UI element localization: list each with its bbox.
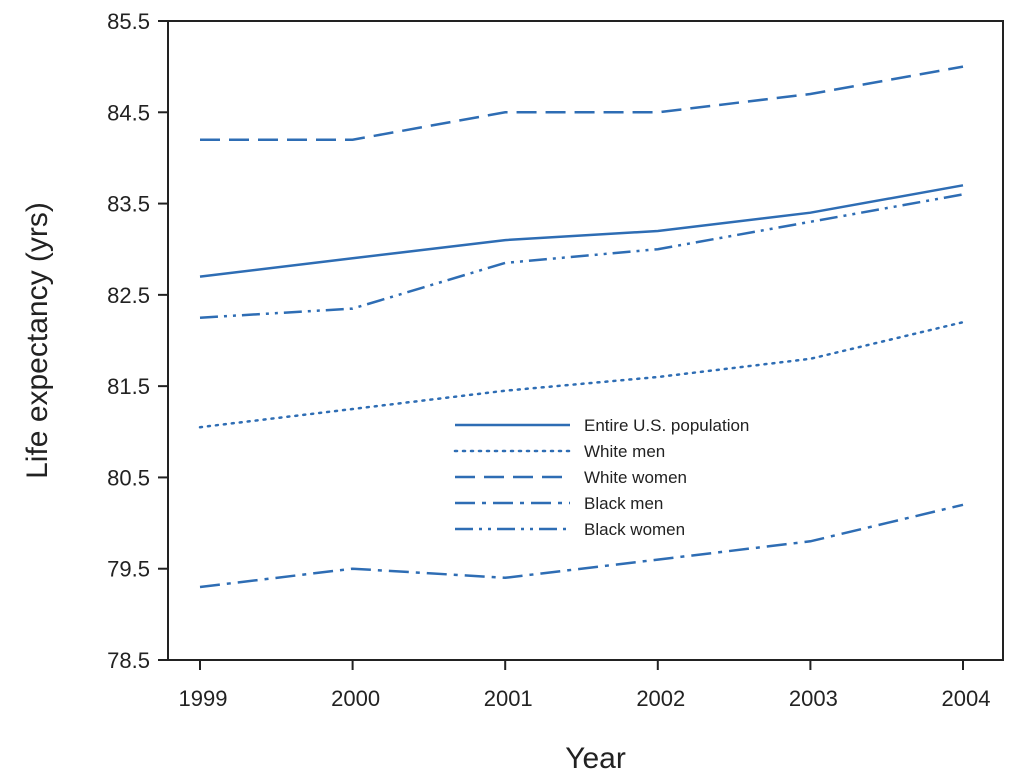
axes — [167, 20, 1004, 661]
x-tick-label: 1999 — [179, 686, 228, 711]
y-tick-label: 79.5 — [107, 557, 150, 582]
series-line-2 — [198, 320, 965, 429]
series-lines — [198, 65, 965, 589]
legend-label: Black men — [584, 494, 663, 513]
x-tick-label: 2001 — [484, 686, 533, 711]
legend-label: Black women — [584, 520, 685, 539]
x-tick-label: 2002 — [636, 686, 685, 711]
y-tick-label: 80.5 — [107, 465, 150, 490]
series-line-1 — [199, 184, 964, 278]
series-line-4 — [199, 503, 964, 589]
legend: Entire U.S. population White men White wom… — [453, 416, 749, 539]
x-tick-label: 2000 — [331, 686, 380, 711]
y-tick-label: 78.5 — [107, 648, 150, 673]
legend-label: White women — [584, 468, 687, 487]
y-axis-title: Life expectancy (yrs) — [21, 202, 54, 479]
legend-label: White men — [584, 442, 665, 461]
legend-label: Entire U.S. population — [584, 416, 749, 435]
plot-frame — [167, 20, 1004, 661]
y-tick-label: 82.5 — [107, 283, 150, 308]
x-tick-label: 2003 — [789, 686, 838, 711]
x-tick-label: 2004 — [942, 686, 991, 711]
y-tick-label: 83.5 — [107, 192, 150, 217]
y-tick-label: 84.5 — [107, 100, 150, 125]
y-tick-label: 85.5 — [107, 9, 150, 34]
series-line-3 — [200, 65, 964, 141]
series-line-5 — [199, 193, 964, 319]
x-axis-title: Year — [565, 742, 626, 772]
y-tick-label: 81.5 — [107, 374, 150, 399]
ticks: 1999 2000 2001 2002 2003 2004 78.5 79.5 80.5 81.5… — [107, 9, 990, 711]
